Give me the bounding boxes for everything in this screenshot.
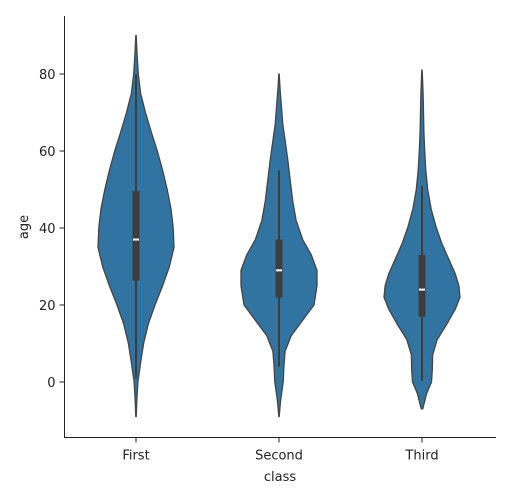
x-tick-label: First — [122, 449, 149, 464]
plot-area — [97, 34, 461, 418]
y-ticks: 0 20 40 60 80 — [39, 68, 65, 391]
y-tick-label: 80 — [39, 68, 56, 83]
y-tick-label: 20 — [39, 299, 56, 314]
y-tick-label: 40 — [39, 222, 56, 237]
x-axis-label: class — [264, 470, 296, 485]
violin-iqr-box — [418, 254, 426, 317]
x-tick-label: Second — [255, 449, 303, 464]
y-axis-label: age — [17, 215, 32, 239]
y-tick-label: 0 — [47, 376, 55, 391]
y-tick-label: 60 — [39, 145, 56, 160]
violin-iqr-box — [275, 239, 283, 298]
x-ticks: First Second Third — [122, 437, 439, 464]
x-tick-label: Third — [404, 449, 438, 464]
violin-iqr-box — [132, 191, 140, 281]
